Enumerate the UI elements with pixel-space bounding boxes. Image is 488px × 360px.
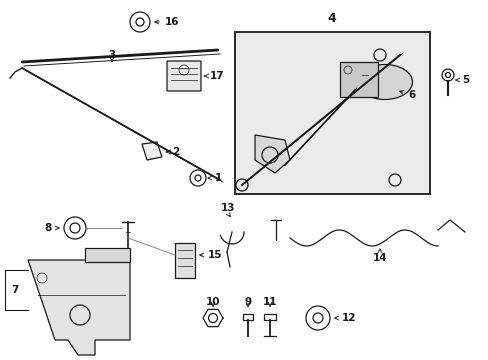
Text: 12: 12 — [334, 313, 356, 323]
Polygon shape — [28, 260, 130, 355]
FancyBboxPatch shape — [167, 61, 201, 91]
Polygon shape — [142, 142, 162, 160]
Text: 16: 16 — [155, 17, 179, 27]
Text: 3: 3 — [108, 50, 115, 60]
Text: 14: 14 — [372, 253, 386, 263]
Text: 6: 6 — [399, 90, 414, 100]
Polygon shape — [85, 248, 130, 262]
Text: 4: 4 — [327, 12, 336, 24]
Bar — [175, 243, 195, 278]
Bar — [339, 62, 377, 97]
Polygon shape — [254, 135, 289, 173]
Text: 1: 1 — [207, 173, 222, 183]
Bar — [243, 314, 252, 320]
Text: 7: 7 — [11, 285, 19, 295]
Text: 10: 10 — [205, 297, 220, 307]
Text: 13: 13 — [220, 203, 235, 213]
Text: 9: 9 — [244, 297, 251, 307]
Text: 8: 8 — [45, 223, 59, 233]
Bar — [235, 32, 429, 194]
Text: 2: 2 — [166, 147, 179, 157]
Text: 15: 15 — [200, 250, 222, 260]
Text: 17: 17 — [204, 71, 224, 81]
Bar — [264, 314, 275, 320]
Text: 11: 11 — [262, 297, 277, 307]
Text: 5: 5 — [455, 75, 468, 85]
Ellipse shape — [357, 64, 412, 99]
